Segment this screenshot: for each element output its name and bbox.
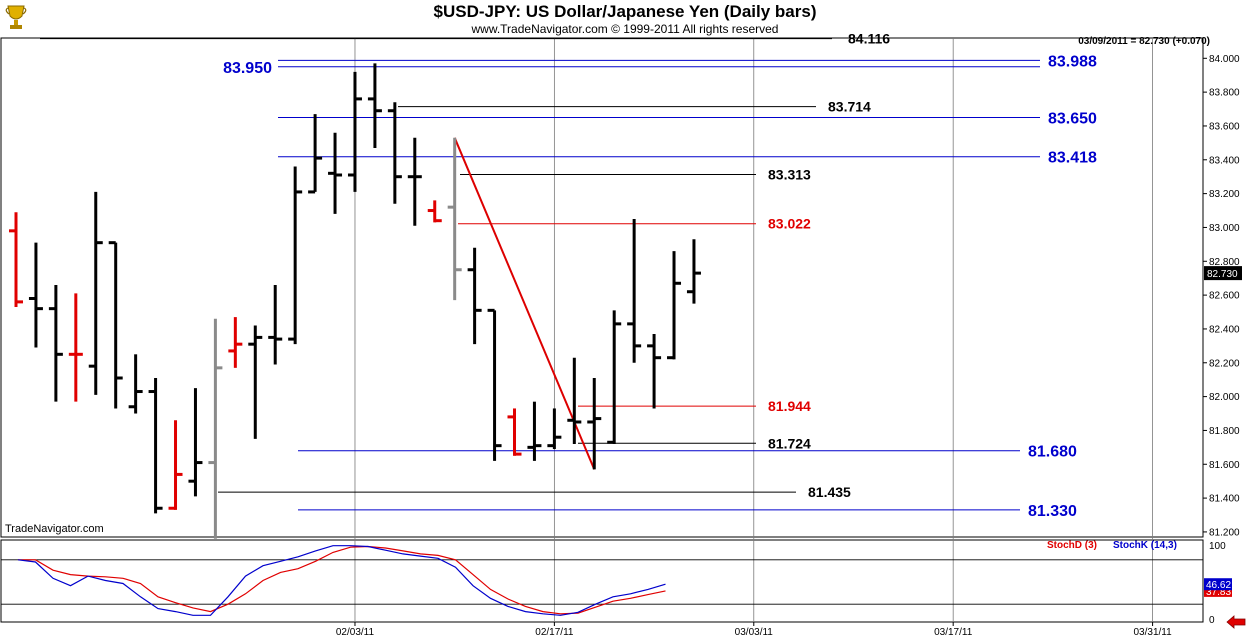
y-tick-label: 81.600	[1209, 460, 1240, 471]
ohlc-bar	[48, 284, 63, 402]
ohlc-bar	[208, 318, 223, 539]
ohlc-bar	[686, 239, 701, 304]
level-label: 81.330	[1028, 503, 1077, 520]
ohlc-bar	[667, 251, 682, 360]
ohlc-bar	[407, 137, 422, 226]
ohlc-bar	[148, 377, 163, 514]
y-tick-label: 82.200	[1209, 358, 1240, 369]
ohlc-bar	[168, 420, 183, 510]
ohlc-bar	[507, 408, 522, 456]
y-tick-label: 83.000	[1209, 223, 1240, 234]
ohlc-bar	[128, 354, 143, 414]
price-panel-frame	[0, 37, 1204, 538]
ohlc-bar	[68, 293, 83, 402]
ohlc-bar	[467, 247, 482, 345]
ohlc-bar	[627, 218, 642, 363]
ohlc-bar	[347, 71, 362, 192]
last-price-box	[1204, 266, 1242, 281]
y-tick-label: 83.400	[1209, 155, 1240, 166]
level-label: 83.988	[1048, 53, 1097, 70]
level-label: 81.435	[808, 484, 851, 500]
ohlc-bar	[487, 308, 502, 461]
y-tick-label: 83.200	[1209, 189, 1240, 200]
trendline	[453, 137, 596, 470]
ohlc-bar	[108, 241, 123, 409]
stoch-y-tick-label: 100	[1209, 541, 1226, 552]
level-label: 83.418	[1048, 150, 1097, 167]
x-tick-label: 03/03/11	[735, 627, 774, 638]
stoch-series-line	[17, 545, 666, 616]
ohlc-bar	[387, 102, 402, 204]
ohlc-bar	[607, 310, 622, 444]
ohlc-bar	[547, 408, 562, 450]
y-tick-label: 82.000	[1209, 392, 1240, 403]
level-label: 83.313	[768, 167, 811, 183]
y-tick-label: 84.000	[1209, 54, 1240, 65]
ohlc-bar	[527, 401, 542, 461]
y-tick-label: 82.600	[1209, 291, 1240, 302]
ohlc-bar	[28, 242, 43, 348]
level-label: 83.714	[828, 99, 871, 115]
y-tick-label: 81.800	[1209, 426, 1240, 437]
ohlc-bar	[9, 212, 23, 307]
ohlc-bar	[328, 132, 343, 214]
ohlc-bar	[567, 357, 582, 444]
ohlc-bar	[587, 377, 602, 470]
brand-label: TradeNavigator.com	[5, 523, 104, 535]
stoch-panel-frame	[0, 539, 1204, 623]
stoch-last-box	[1204, 578, 1232, 591]
y-tick-label: 83.600	[1209, 121, 1240, 132]
chart-title: $USD-JPY: US Dollar/Japanese Yen (Daily …	[433, 2, 817, 21]
stoch-series-line	[18, 545, 666, 615]
level-label: 84.116	[848, 31, 890, 47]
trade-navigator-logo-icon	[5, 5, 27, 29]
x-tick-label: 02/17/11	[535, 627, 574, 638]
stoch-legend-label: StochD (3)	[1047, 540, 1097, 551]
stoch-legend-label: StochK (14,3)	[1113, 540, 1177, 551]
y-tick-label: 81.200	[1209, 527, 1240, 538]
ohlc-bar	[88, 191, 103, 395]
last-price-info: 03/09/2011 = 82.730 (+0.070)	[1078, 36, 1210, 47]
ohlc-bar	[228, 317, 243, 368]
ohlc-bar	[308, 114, 323, 194]
scroll-left-arrow-icon[interactable]	[1226, 615, 1246, 629]
stoch-last-label: 46.62	[1206, 580, 1231, 591]
ohlc-bar	[647, 334, 662, 409]
y-tick-label: 83.800	[1209, 88, 1240, 99]
level-label: 81.724	[768, 435, 811, 451]
ohlc-bar	[268, 284, 283, 365]
ohlc-bar	[188, 388, 203, 497]
x-tick-label: 02/03/11	[336, 627, 375, 638]
level-label: 83.650	[1048, 111, 1097, 128]
x-tick-label: 03/17/11	[934, 627, 973, 638]
ohlc-bar	[447, 137, 462, 301]
level-label: 81.944	[768, 398, 811, 414]
stoch-y-tick-label: 0	[1209, 615, 1215, 626]
stoch-last-label: 37.83	[1206, 587, 1231, 598]
ohlc-bar	[367, 63, 382, 148]
level-label: 83.950	[223, 60, 272, 77]
level-label: 81.680	[1028, 444, 1077, 461]
ohlc-bar	[288, 166, 303, 345]
ohlc-bar	[427, 200, 442, 223]
x-tick-label: 03/31/11	[1133, 627, 1172, 638]
last-price-label: 82.730	[1207, 269, 1238, 280]
chart-subtitle: www.TradeNavigator.com © 1999-2011 All r…	[471, 22, 779, 36]
y-tick-label: 82.400	[1209, 324, 1240, 335]
level-label: 83.022	[768, 216, 811, 232]
y-tick-label: 81.400	[1209, 494, 1240, 505]
ohlc-bar	[248, 325, 263, 439]
y-tick-label: 82.800	[1209, 257, 1240, 268]
